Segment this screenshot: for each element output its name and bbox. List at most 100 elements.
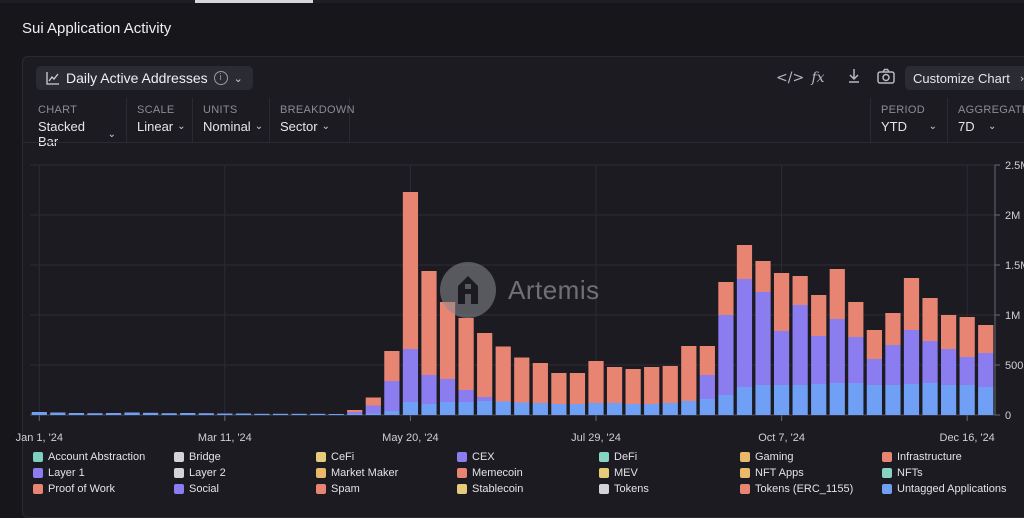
bar-segment (644, 404, 660, 415)
bar-segment (606, 367, 623, 403)
metric-selector[interactable]: Daily Active Addresses i ⌄ (36, 66, 253, 90)
legend-label: Layer 2 (189, 467, 226, 479)
bar-segment (792, 385, 808, 415)
legend-item[interactable]: Spam (316, 483, 360, 495)
legend-item[interactable]: Proof of Work (33, 483, 115, 495)
legend-item[interactable]: Untagged Applications (882, 483, 1006, 495)
legend-label: Untagged Applications (897, 483, 1007, 495)
camera-icon[interactable] (876, 68, 896, 88)
legend-item[interactable]: NFTs (882, 467, 923, 479)
legend-swatch (33, 468, 43, 478)
x-tick-label: May 20, '24 (382, 432, 439, 444)
legend-item[interactable]: Bridge (174, 451, 221, 463)
bar-segment (848, 302, 864, 337)
bar-segment (940, 349, 957, 385)
breakdown-value: Sector (280, 119, 318, 134)
bar-segment (477, 397, 493, 401)
legend-item[interactable]: Market Maker (316, 467, 398, 479)
bar-segment (68, 413, 85, 415)
watermark-text: Artemis (508, 274, 600, 305)
bar-segment (514, 402, 530, 415)
legend-item[interactable]: Memecoin (457, 467, 523, 479)
breakdown-dropdown[interactable]: BREAKDOWN Sector ⌄ (270, 98, 355, 142)
bar-segment (829, 383, 845, 415)
legend-item[interactable]: Account Abstraction (33, 451, 145, 463)
bar-segment (347, 414, 363, 415)
bar-segment (458, 318, 474, 390)
legend-item[interactable]: Layer 1 (33, 467, 85, 479)
scale-dropdown[interactable]: SCALE Linear ⌄ (127, 98, 193, 142)
bar-segment (699, 346, 715, 375)
units-dropdown[interactable]: UNITS Nominal ⌄ (193, 98, 270, 142)
chevron-down-icon: ⌄ (321, 121, 330, 132)
legend-swatch (599, 468, 609, 478)
bar-segment (736, 245, 753, 279)
legend-item[interactable]: Gaming (740, 451, 794, 463)
bar-segment (718, 282, 734, 315)
bar-segment (773, 331, 790, 385)
chevron-down-icon: ⌄ (928, 121, 937, 132)
bar-segment (105, 413, 122, 415)
breakdown-label: BREAKDOWN (280, 104, 355, 116)
legend-label: Gaming (755, 451, 794, 463)
bar-segment (922, 298, 938, 341)
y-tick-label: 1.5M (1005, 260, 1024, 272)
scale-value: Linear (137, 119, 174, 134)
legend-item[interactable]: Layer 2 (174, 467, 226, 479)
bar-segment (235, 413, 252, 415)
download-icon[interactable] (844, 68, 864, 88)
bar-segment (477, 401, 493, 415)
bar-segment (421, 375, 437, 404)
bar-segment (532, 363, 548, 403)
legend-item[interactable]: Tokens (ERC_1155) (740, 483, 853, 495)
line-chart-icon (46, 71, 60, 85)
customize-chart-button[interactable]: Customize Chart › (905, 66, 1024, 90)
aggregate-dropdown[interactable]: AGGREGATE 7D ⌄ (948, 98, 1024, 142)
bar-segment (811, 384, 827, 415)
chevron-down-icon: ⌄ (107, 128, 116, 140)
bar-segment (569, 404, 586, 415)
legend-swatch (33, 484, 43, 494)
legend-item[interactable]: NFT Apps (740, 467, 804, 479)
chart-controls: CHART Stacked Bar ⌄ SCALE Linear ⌄ UNITS N… (28, 98, 1024, 149)
bar-segment (978, 387, 994, 415)
legend-item[interactable]: CeFi (316, 451, 354, 463)
bar-segment (885, 385, 901, 415)
chevron-right-icon: › (1019, 71, 1024, 85)
bar-segment (978, 325, 994, 353)
info-icon[interactable]: i (213, 71, 228, 85)
bar-segment (922, 383, 938, 415)
bar-segment (551, 404, 567, 415)
bar-segment (662, 403, 678, 415)
legend-swatch (740, 468, 750, 478)
chart-type-dropdown[interactable]: CHART Stacked Bar ⌄ (28, 98, 127, 149)
legend-item[interactable]: Infrastructure (882, 451, 962, 463)
legend-item[interactable]: Stablecoin (457, 483, 523, 495)
legend-item[interactable]: CEX (457, 451, 495, 463)
legend-swatch (316, 468, 326, 478)
legend-item[interactable]: Tokens (599, 483, 649, 495)
legend-item[interactable]: MEV (599, 467, 638, 479)
legend-label: CeFi (331, 451, 355, 463)
legend-swatch (174, 452, 184, 462)
bar-segment (347, 410, 363, 412)
period-label: PERIOD (881, 104, 925, 116)
bar-segment (551, 373, 567, 404)
bar-segment (384, 381, 400, 411)
bar-segment (124, 412, 140, 415)
bar-segment (811, 336, 827, 384)
legend-item[interactable]: Social (174, 483, 219, 495)
bar-segment (365, 413, 381, 415)
legend-swatch (882, 484, 892, 494)
bar-segment (421, 404, 437, 415)
bar-segment (959, 317, 975, 357)
legend-item[interactable]: DeFi (599, 451, 637, 463)
bar-segment (569, 373, 586, 404)
period-dropdown[interactable]: PERIOD YTD ⌄ (870, 98, 948, 142)
formula-icon[interactable]: fx (811, 70, 825, 86)
chart-type-label: CHART (38, 104, 78, 116)
legend-swatch (740, 452, 750, 462)
code-icon[interactable]: </> (776, 70, 805, 86)
legend-label: DeFi (614, 451, 638, 463)
x-tick-label: Jan 1, '24 (16, 432, 63, 444)
